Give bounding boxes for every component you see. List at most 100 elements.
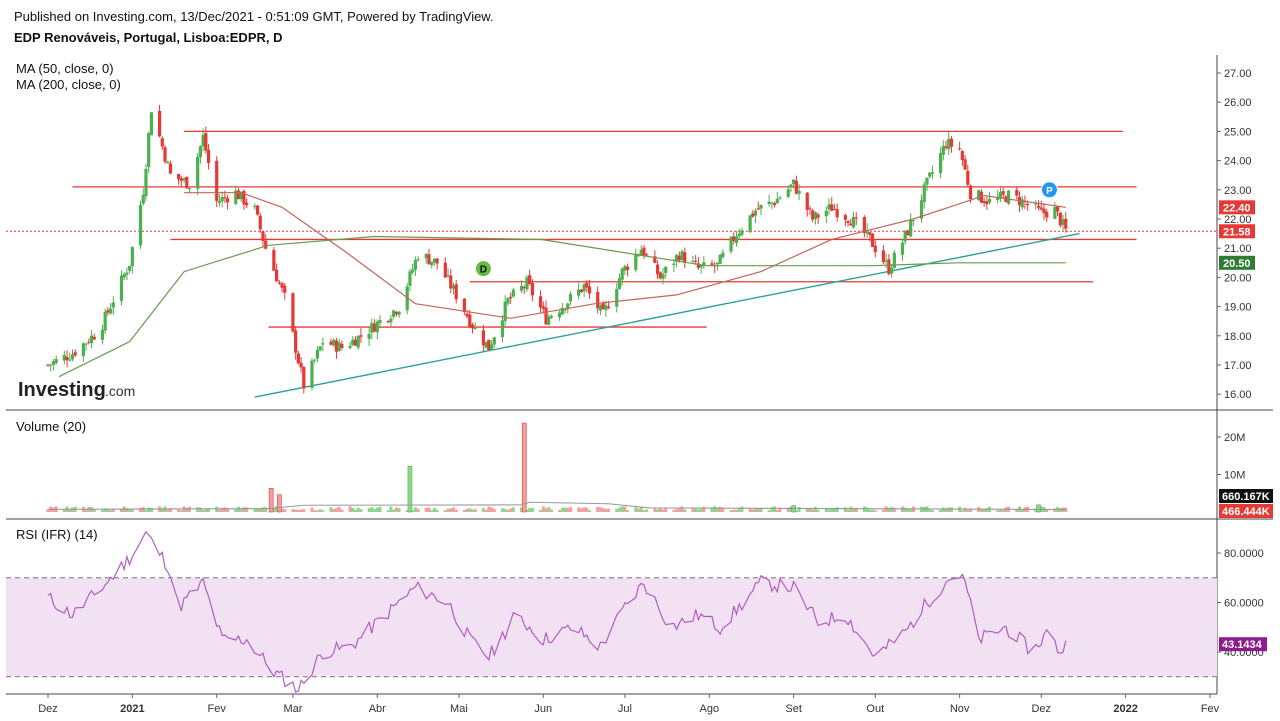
candle-body xyxy=(432,258,437,263)
candle-body xyxy=(511,289,515,297)
candle-body xyxy=(177,173,181,180)
candle-body xyxy=(865,230,869,234)
volume-bar xyxy=(1034,508,1038,512)
volume-bar xyxy=(160,509,164,512)
candle-body xyxy=(296,353,300,364)
candle-body xyxy=(141,194,145,204)
indicator-ma200-label: MA (200, close, 0) xyxy=(16,77,121,92)
volume-bar xyxy=(446,508,450,512)
volume-bar xyxy=(1001,510,1005,512)
candle-body xyxy=(451,285,456,289)
candle-body xyxy=(166,161,170,164)
x-tick-label: Abr xyxy=(369,703,386,715)
candle-body xyxy=(492,337,496,345)
candle-body xyxy=(272,249,276,271)
candle-body xyxy=(1020,199,1024,208)
candle-body xyxy=(375,321,379,333)
candle-body xyxy=(816,214,820,218)
candle-body xyxy=(558,312,562,318)
trend-line xyxy=(254,232,1080,398)
volume-bar xyxy=(794,510,798,512)
volume-bar xyxy=(740,506,744,512)
volume-bar xyxy=(272,507,276,512)
volume-bar xyxy=(770,507,774,512)
volume-bar xyxy=(754,508,758,512)
volume-spike xyxy=(1036,504,1041,513)
candle-body xyxy=(1064,218,1068,229)
candle-body xyxy=(881,250,886,263)
logo-suffix: .com xyxy=(105,383,135,399)
volume-bar xyxy=(405,510,409,512)
volume-bar xyxy=(805,509,809,512)
indicator-ma50-label: MA (50, close, 0) xyxy=(16,61,114,76)
candle-body xyxy=(84,343,88,345)
candle-body xyxy=(236,190,241,200)
volume-bar xyxy=(892,507,896,512)
volume-bar xyxy=(816,510,820,512)
candle-body xyxy=(617,278,622,289)
volume-bar xyxy=(226,509,230,512)
volume-bar xyxy=(329,507,333,512)
candle-body xyxy=(68,359,72,361)
candle-body xyxy=(73,352,77,356)
volume-bar xyxy=(830,508,834,512)
candle-body xyxy=(280,283,284,288)
volume-bar xyxy=(430,510,434,512)
volume-bar xyxy=(340,509,344,512)
candle-body xyxy=(356,335,360,348)
volume-bar xyxy=(375,507,379,512)
candle-body xyxy=(427,254,431,265)
candle-body xyxy=(65,356,69,361)
volume-bar xyxy=(264,507,268,512)
candle-body xyxy=(696,263,700,268)
volume-bar xyxy=(734,509,738,512)
volume-bar xyxy=(658,507,662,512)
candle-body xyxy=(960,151,964,161)
candle-body xyxy=(1056,205,1060,212)
volume-bar xyxy=(588,510,592,512)
volume-bar xyxy=(92,509,96,512)
volume-bar xyxy=(443,510,447,512)
price-tick-label: 18.00 xyxy=(1224,331,1252,343)
candle-body xyxy=(255,205,260,215)
rsi-tick-label: 60.0000 xyxy=(1224,598,1264,610)
candle-body xyxy=(359,335,363,337)
volume-bar xyxy=(849,506,853,512)
volume-bar xyxy=(941,507,945,512)
volume-bar xyxy=(811,509,815,512)
candle-body xyxy=(732,236,736,241)
candle-body xyxy=(998,192,1003,198)
volume-bar xyxy=(179,510,183,512)
volume-bar xyxy=(680,506,684,512)
volume-bar xyxy=(367,508,371,512)
volume-bar xyxy=(786,507,790,512)
event-marker xyxy=(1040,181,1058,199)
candle-body xyxy=(242,190,246,205)
volume-bar xyxy=(291,509,295,512)
x-tick-label: Out xyxy=(866,703,884,715)
volume-bar xyxy=(530,507,534,512)
volume-bar xyxy=(756,508,760,512)
candle-body xyxy=(81,343,85,357)
volume-bar xyxy=(119,508,123,512)
volume-bar xyxy=(835,507,839,512)
event-marker xyxy=(474,260,492,278)
x-tick-label: Dez xyxy=(38,703,58,715)
volume-bar xyxy=(775,510,779,512)
candle-body xyxy=(808,208,812,210)
volume-bar xyxy=(46,508,50,512)
candle-body xyxy=(1007,190,1011,204)
volume-bar xyxy=(732,509,736,512)
candle-body xyxy=(966,170,970,185)
volume-bar xyxy=(296,510,300,512)
volume-bar xyxy=(318,509,322,512)
candle-body xyxy=(941,145,945,155)
candle-body xyxy=(125,272,129,275)
candle-body xyxy=(332,339,336,346)
candle-body xyxy=(683,252,687,263)
volume-bar xyxy=(109,510,113,512)
x-tick-label: Mar xyxy=(283,703,302,715)
price-panel: 16.00 17.00 18.00 19.00 20.00 21.00 22.00 23.00… xyxy=(6,68,1255,401)
candle-body xyxy=(144,168,148,197)
volume-bar xyxy=(846,509,850,512)
